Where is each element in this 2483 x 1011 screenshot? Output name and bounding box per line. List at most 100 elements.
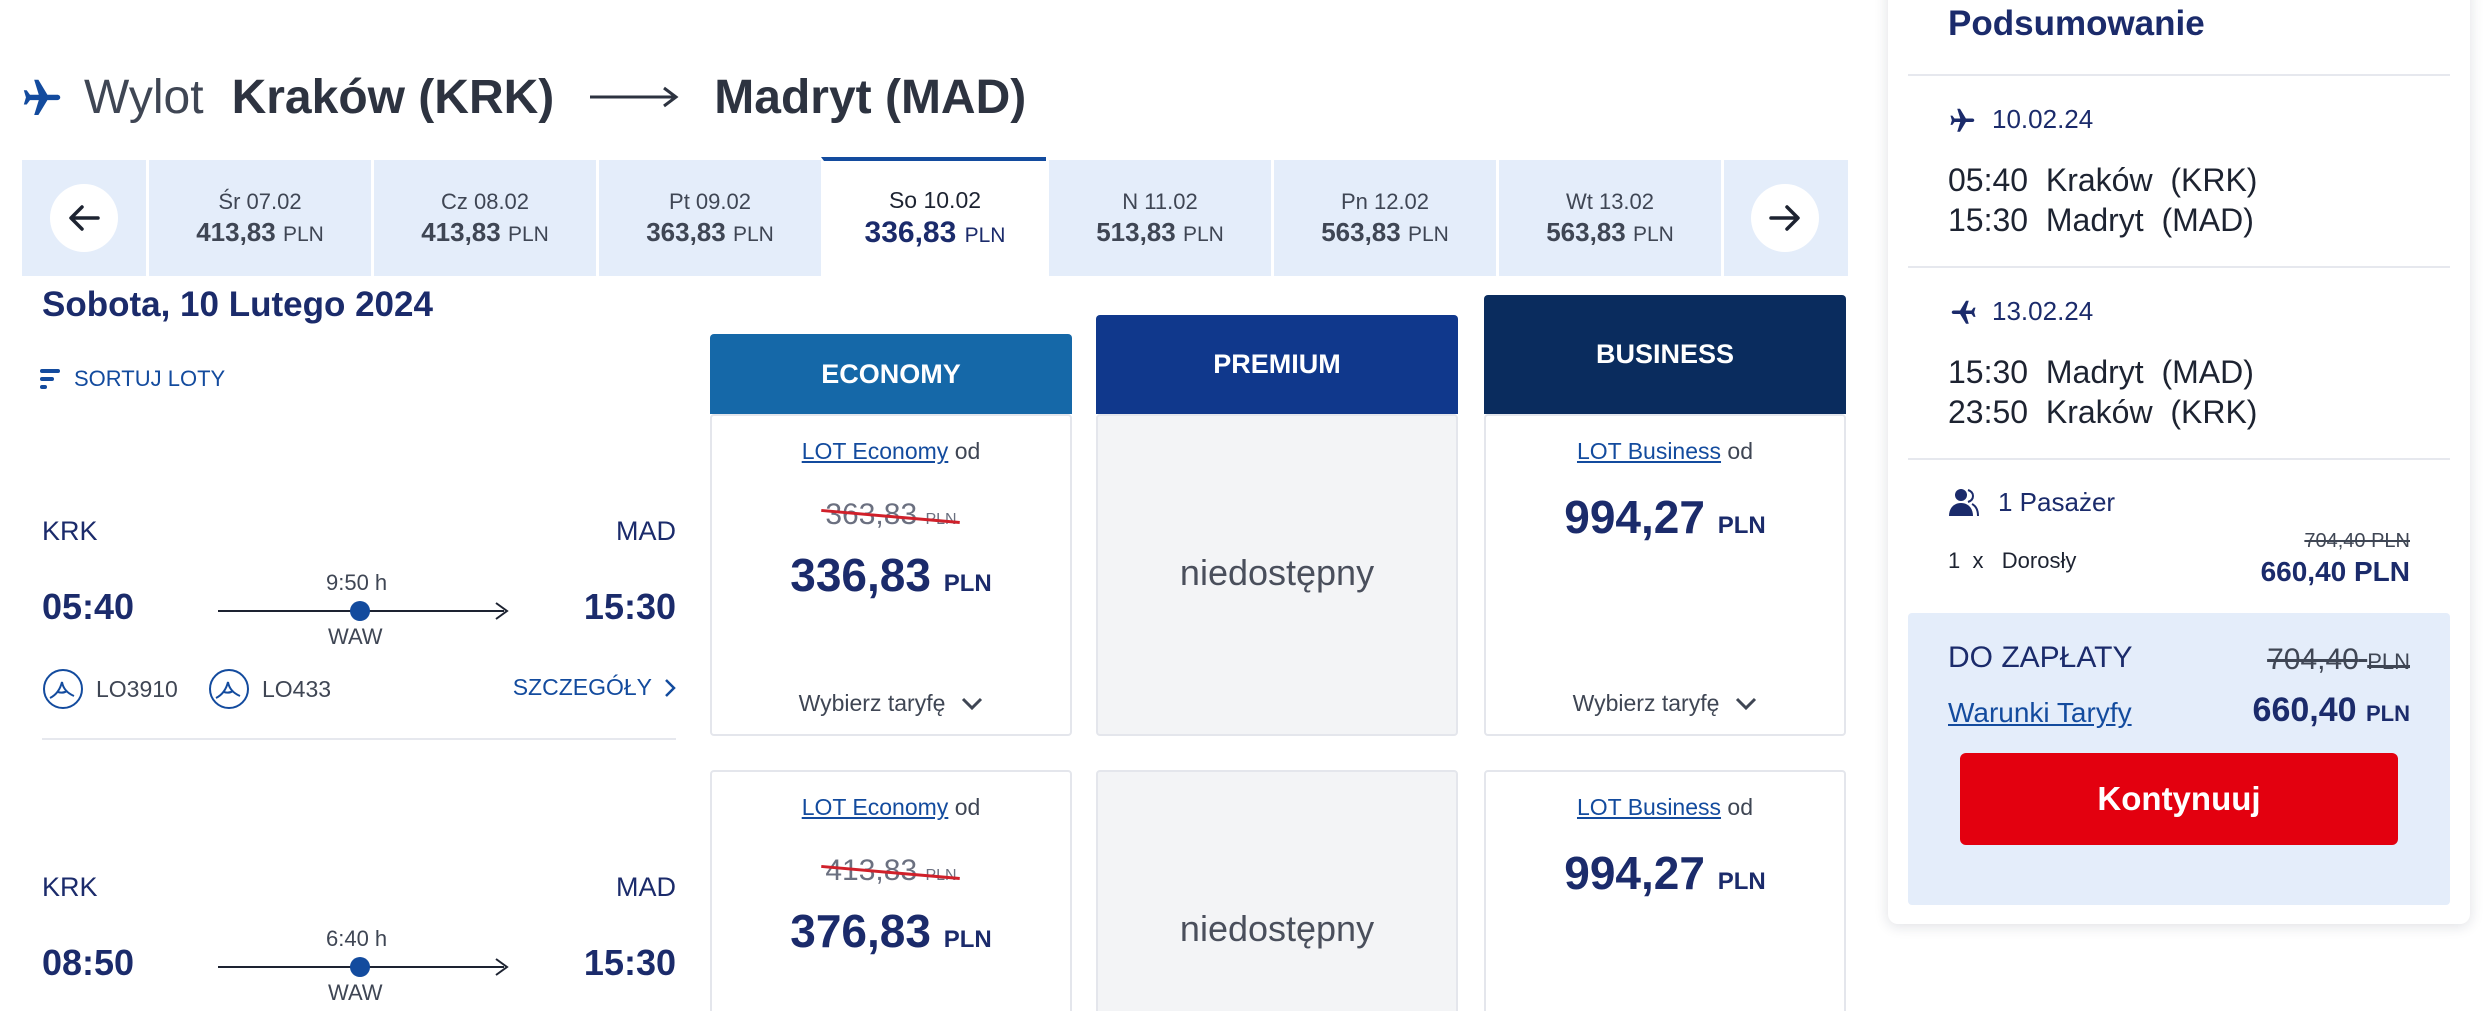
payment-box: DO ZAPŁATY 704,40 PLN Warunki Taryfy 660…	[1908, 613, 2450, 905]
economy-header-label: ECONOMY	[821, 358, 961, 389]
date-cell[interactable]: Pn 12.02 563,83 PLN	[1271, 160, 1496, 276]
business-fare-card[interactable]: LOT Business od 994,27 PLN Wybierz taryf…	[1484, 414, 1846, 736]
arrow-left-icon	[69, 205, 100, 231]
fare-brand-link[interactable]: LOT Economy	[801, 438, 949, 464]
fare-brand-link[interactable]: LOT Economy	[801, 794, 949, 820]
flight-number-text: LO433	[262, 675, 332, 702]
premium-header[interactable]: PREMIUM	[1096, 315, 1458, 414]
inbound-arrival: 23:50 Kraków (KRK)	[1948, 394, 2258, 430]
destination-city: Madryt (MAD)	[714, 70, 1027, 124]
outbound-date: 10.02.24	[1948, 104, 2093, 135]
economy-header[interactable]: ECONOMY	[710, 334, 1072, 414]
premium-header-label: PREMIUM	[1213, 349, 1341, 379]
economy-fare-card[interactable]: LOT Economy od 363,83 PLN 336,83 PLN Wyb…	[710, 414, 1072, 736]
to-pay-price: 660,40 PLN	[2252, 691, 2410, 729]
departure-time: 08:50	[42, 942, 135, 983]
date-label: N 11.02	[1122, 188, 1198, 214]
next-dates-button[interactable]	[1750, 184, 1819, 252]
stopover-dot	[350, 601, 370, 621]
date-label: So 10.02	[888, 187, 982, 213]
flight-number: LO3910	[42, 668, 178, 710]
details-label: SZCZEGÓŁY	[512, 674, 652, 700]
divider	[1908, 74, 2450, 76]
fare-terms-link[interactable]: Warunki Taryfy	[1948, 697, 2132, 728]
date-strip: Śr 07.02 413,83 PLN Cz 08.02 413,83 PLN …	[22, 157, 1848, 276]
economy-fare-card[interactable]: LOT Economy od 413,83 PLN 376,83 PLN	[710, 770, 1072, 1011]
date-cell[interactable]: Wt 13.02 563,83 PLN	[1496, 160, 1721, 276]
stopover-code: WAW	[328, 980, 383, 1005]
fare-brand-link[interactable]: LOT Business	[1576, 438, 1722, 464]
lot-crane-icon	[209, 669, 249, 709]
date-cell[interactable]: Cz 08.02 413,83 PLN	[371, 160, 596, 276]
sort-icon	[40, 369, 60, 389]
unavailable-label: niedostępny	[1179, 908, 1375, 949]
sort-flights-button[interactable]: SORTUJ LOTY	[40, 366, 225, 392]
flight-duration: 6:40 h	[326, 926, 388, 951]
date-label: Śr 07.02	[218, 188, 302, 214]
flight-row: KRK MAD 05:40 15:30 9:50 h WAW LO3910 LO…	[42, 516, 676, 756]
fare-brand-link[interactable]: LOT Business	[1576, 794, 1722, 820]
fare-brand-label: LOT Business od	[1576, 794, 1753, 820]
date-label: Pt 09.02	[669, 188, 751, 214]
stopover-code: WAW	[328, 624, 383, 649]
fare-brand-label: LOT Business od	[1576, 438, 1753, 464]
fare-price: 994,27 PLN	[1564, 491, 1766, 543]
inbound-date: 13.02.24	[1948, 296, 2093, 327]
date-cell[interactable]: Śr 07.02 413,83 PLN	[146, 160, 371, 276]
lot-crane-icon	[43, 669, 83, 709]
details-link[interactable]: SZCZEGÓŁY	[513, 674, 676, 701]
summary-panel: Podsumowanie 10.02.24 05:40 Kraków (KRK)…	[1888, 0, 2470, 924]
day-title: Sobota, 10 Lutego 2024	[42, 285, 433, 324]
date-cell-selected[interactable]: So 10.02 336,83 PLN	[821, 157, 1046, 276]
flight-number-text: LO3910	[96, 675, 178, 702]
choose-fare-button[interactable]: Wybierz taryfę	[1486, 690, 1844, 717]
plane-return-icon	[1951, 300, 1976, 324]
prev-dates-button[interactable]	[50, 184, 118, 252]
long-arrow-right-icon	[590, 86, 679, 108]
date-label: Cz 08.02	[440, 188, 530, 214]
date-price: 413,83 PLN	[421, 216, 549, 247]
date-label: Wt 13.02	[1565, 188, 1655, 214]
arrival-time: 15:30	[583, 586, 676, 627]
business-fare-card[interactable]: LOT Business od 994,27 PLN	[1484, 770, 1846, 1011]
old-price: 413,83 PLN	[825, 854, 957, 887]
unavailable-label: niedostępny	[1179, 552, 1375, 593]
business-header-label: BUSINESS	[1595, 339, 1735, 369]
divider	[1908, 458, 2450, 460]
flight-duration: 9:50 h	[326, 570, 388, 595]
arrow-right-icon	[1768, 205, 1800, 231]
origin-city: Kraków (KRK)	[231, 70, 555, 124]
stopover-dot	[350, 957, 370, 977]
business-header[interactable]: BUSINESS	[1484, 295, 1846, 414]
date-price: 563,83 PLN	[1321, 216, 1449, 247]
plane-icon	[23, 79, 61, 116]
passenger-old-price: 704,40 PLN	[2304, 530, 2410, 552]
chevron-right-icon	[665, 678, 676, 697]
date-price: 363,83 PLN	[646, 216, 774, 247]
plane-icon	[1950, 108, 1975, 132]
date-price: 413,83 PLN	[196, 216, 324, 247]
date-next	[1721, 160, 1845, 276]
outbound-departure: 05:40 Kraków (KRK)	[1948, 162, 2258, 198]
origin-code: KRK	[42, 872, 98, 902]
destination-code: MAD	[616, 872, 676, 902]
passenger-price: 660,40 PLN	[2260, 556, 2410, 587]
destination-code: MAD	[616, 516, 676, 546]
date-cell[interactable]: N 11.02 513,83 PLN	[1046, 160, 1271, 276]
fare-price: 994,27 PLN	[1564, 847, 1766, 899]
continue-button[interactable]: Kontynuuj	[1960, 753, 2398, 845]
chevron-down-icon	[1736, 697, 1757, 710]
fare-brand-label: LOT Economy od	[801, 438, 981, 464]
direction-label: Wylot	[84, 70, 204, 124]
row-divider	[42, 738, 676, 740]
old-price: 363,83 PLN	[825, 498, 957, 531]
date-prev	[22, 160, 146, 276]
date-price: 513,83 PLN	[1096, 216, 1224, 247]
passenger-icon	[1949, 489, 1979, 517]
fare-price: 336,83 PLN	[790, 549, 992, 601]
flight-number: LO433	[208, 668, 331, 710]
choose-fare-button[interactable]: Wybierz taryfę	[712, 690, 1070, 717]
departure-time: 05:40	[42, 586, 135, 627]
origin-code: KRK	[42, 516, 98, 546]
date-cell[interactable]: Pt 09.02 363,83 PLN	[596, 160, 821, 276]
